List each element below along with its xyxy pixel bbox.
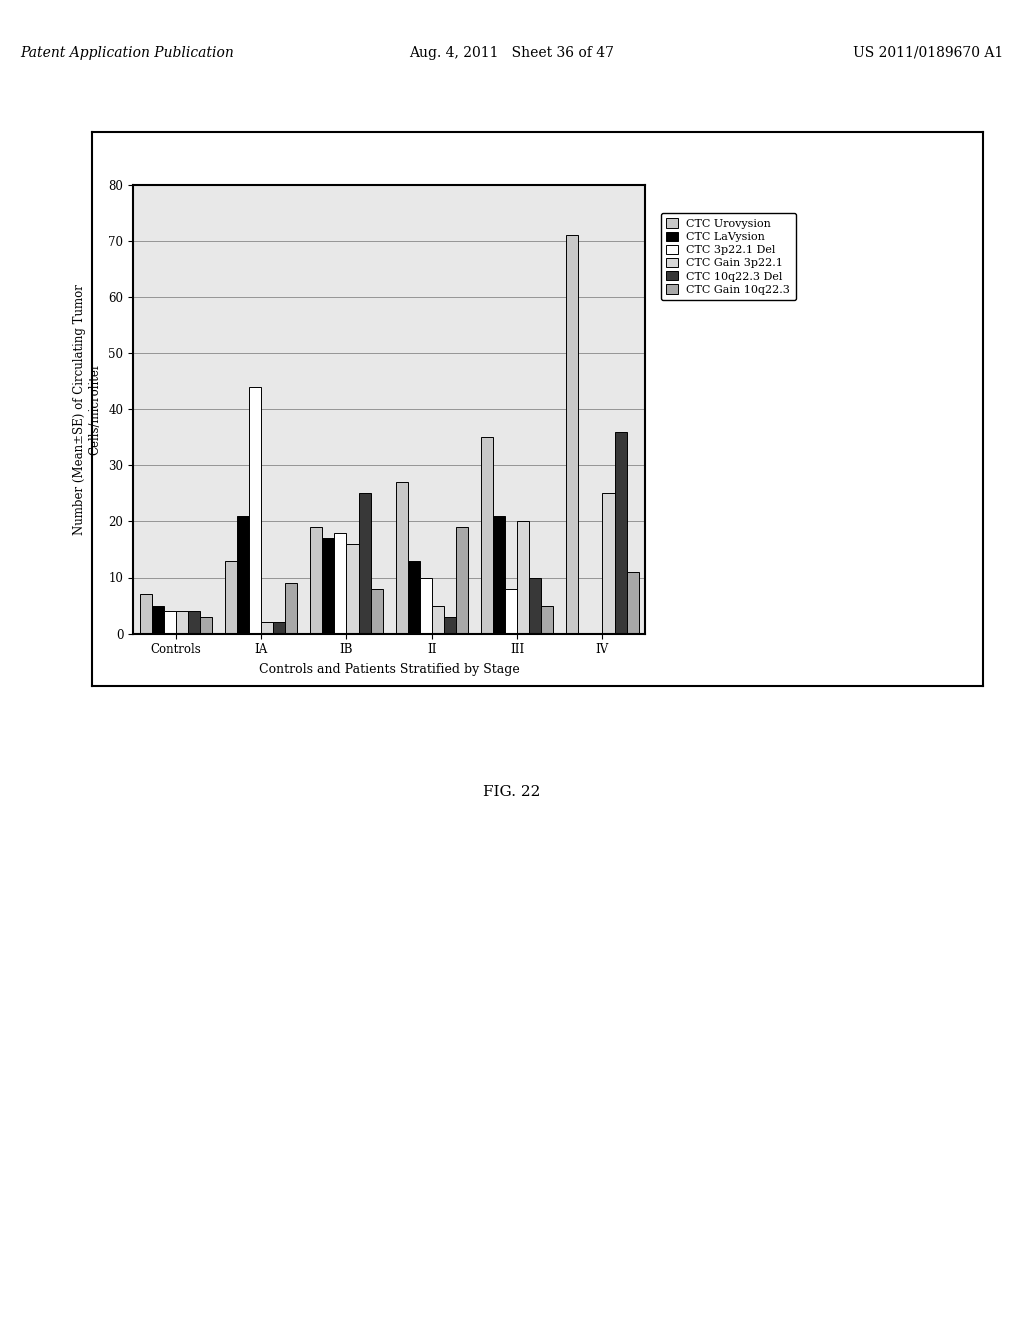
Bar — [335, 532, 346, 634]
Bar — [164, 611, 176, 634]
Bar — [566, 235, 579, 634]
Bar — [432, 606, 443, 634]
Bar — [493, 516, 505, 634]
Bar — [602, 494, 614, 634]
Bar — [323, 539, 335, 634]
Bar — [542, 606, 553, 634]
Bar — [152, 606, 164, 634]
Bar — [517, 521, 529, 634]
Text: US 2011/0189670 A1: US 2011/0189670 A1 — [853, 46, 1004, 59]
Bar — [408, 561, 420, 634]
Text: Patent Application Publication: Patent Application Publication — [20, 46, 234, 59]
Bar — [346, 544, 358, 634]
Bar — [505, 589, 517, 634]
Bar — [614, 432, 627, 634]
Bar — [286, 583, 297, 634]
Bar — [627, 572, 639, 634]
Bar — [237, 516, 249, 634]
Bar — [358, 494, 371, 634]
X-axis label: Controls and Patients Stratified by Stage: Controls and Patients Stratified by Stag… — [259, 663, 519, 676]
Bar — [395, 482, 408, 634]
Bar — [187, 611, 200, 634]
Y-axis label: Number (Mean±SE) of Circulating Tumor
Cells/microliter: Number (Mean±SE) of Circulating Tumor Ce… — [74, 284, 101, 535]
Bar — [310, 527, 323, 634]
Text: Aug. 4, 2011   Sheet 36 of 47: Aug. 4, 2011 Sheet 36 of 47 — [410, 46, 614, 59]
Bar — [273, 623, 286, 634]
Bar — [481, 437, 493, 634]
Bar — [420, 578, 432, 634]
Bar — [529, 578, 542, 634]
Bar — [456, 527, 468, 634]
Bar — [225, 561, 237, 634]
Text: FIG. 22: FIG. 22 — [483, 785, 541, 799]
Bar — [261, 623, 273, 634]
Legend: CTC Urovysion, CTC LaVysion, CTC 3p22.1 Del, CTC Gain 3p22.1, CTC 10q22.3 Del, C: CTC Urovysion, CTC LaVysion, CTC 3p22.1 … — [660, 213, 796, 301]
Bar — [139, 594, 152, 634]
Bar — [249, 387, 261, 634]
Bar — [200, 616, 212, 634]
Bar — [176, 611, 187, 634]
Bar — [443, 616, 456, 634]
Bar — [371, 589, 383, 634]
